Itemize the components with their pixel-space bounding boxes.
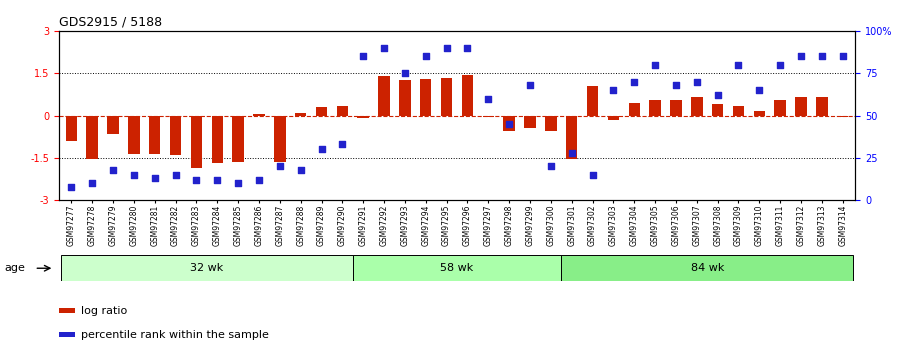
Point bbox=[586, 172, 600, 177]
Point bbox=[648, 62, 662, 68]
Bar bbox=[61, 255, 353, 281]
Bar bbox=[775, 100, 786, 116]
Text: 84 wk: 84 wk bbox=[691, 263, 724, 273]
Bar bbox=[524, 116, 536, 128]
Bar bbox=[87, 116, 98, 159]
Bar bbox=[816, 97, 827, 116]
Bar bbox=[837, 116, 849, 117]
Bar bbox=[378, 76, 390, 116]
Point bbox=[148, 175, 162, 181]
Text: percentile rank within the sample: percentile rank within the sample bbox=[81, 330, 270, 339]
Text: log ratio: log ratio bbox=[81, 306, 128, 315]
Point bbox=[794, 54, 808, 59]
Point bbox=[210, 177, 224, 183]
Bar bbox=[628, 103, 640, 116]
Point bbox=[814, 54, 829, 59]
Point bbox=[439, 45, 453, 51]
Bar bbox=[108, 116, 119, 134]
Bar bbox=[399, 80, 411, 116]
Bar bbox=[316, 107, 328, 116]
Bar bbox=[607, 116, 619, 120]
Bar bbox=[441, 78, 452, 116]
Point bbox=[773, 62, 787, 68]
Point bbox=[356, 54, 370, 59]
Point bbox=[731, 62, 746, 68]
Bar bbox=[545, 116, 557, 131]
Bar bbox=[191, 116, 202, 168]
Bar bbox=[65, 116, 77, 141]
Bar bbox=[353, 255, 561, 281]
Point bbox=[835, 54, 850, 59]
Point bbox=[314, 147, 329, 152]
Point bbox=[690, 79, 704, 85]
Point bbox=[710, 92, 725, 98]
Text: 32 wk: 32 wk bbox=[190, 263, 224, 273]
Point bbox=[752, 87, 767, 93]
Bar bbox=[712, 104, 723, 116]
Bar bbox=[337, 106, 348, 116]
Bar bbox=[671, 100, 681, 116]
Bar bbox=[212, 116, 223, 164]
Point bbox=[85, 180, 100, 186]
Bar bbox=[561, 255, 853, 281]
Point bbox=[397, 71, 412, 76]
Point bbox=[481, 96, 496, 101]
Point bbox=[189, 177, 204, 183]
Bar bbox=[295, 113, 307, 116]
Bar bbox=[566, 116, 577, 159]
Point bbox=[127, 172, 141, 177]
Point bbox=[293, 167, 308, 172]
Point bbox=[335, 141, 349, 147]
Point bbox=[627, 79, 642, 85]
Bar bbox=[253, 114, 264, 116]
Point bbox=[565, 150, 579, 156]
Text: age: age bbox=[5, 263, 25, 273]
Point bbox=[106, 167, 120, 172]
Bar bbox=[482, 116, 494, 117]
Text: 58 wk: 58 wk bbox=[441, 263, 473, 273]
Point bbox=[168, 172, 183, 177]
Point bbox=[252, 177, 266, 183]
Bar bbox=[462, 75, 473, 116]
Bar bbox=[650, 100, 661, 116]
Point bbox=[418, 54, 433, 59]
Bar bbox=[795, 97, 806, 116]
Bar bbox=[733, 106, 744, 116]
Point bbox=[606, 87, 621, 93]
Bar bbox=[233, 116, 243, 162]
Bar bbox=[691, 97, 702, 116]
Point bbox=[461, 45, 475, 51]
Bar bbox=[420, 79, 432, 116]
Bar bbox=[129, 116, 139, 154]
Bar bbox=[357, 116, 369, 118]
Point bbox=[669, 82, 683, 88]
Bar bbox=[586, 86, 598, 116]
Bar bbox=[170, 116, 181, 155]
Bar bbox=[754, 111, 765, 116]
Bar bbox=[503, 116, 515, 131]
Bar bbox=[274, 116, 286, 162]
Point bbox=[544, 164, 558, 169]
Point bbox=[64, 184, 79, 189]
Point bbox=[231, 180, 245, 186]
Point bbox=[523, 82, 538, 88]
Bar bbox=[149, 116, 160, 154]
Point bbox=[272, 164, 287, 169]
Text: GDS2915 / 5188: GDS2915 / 5188 bbox=[59, 16, 162, 29]
Point bbox=[502, 121, 517, 127]
Point bbox=[376, 45, 391, 51]
